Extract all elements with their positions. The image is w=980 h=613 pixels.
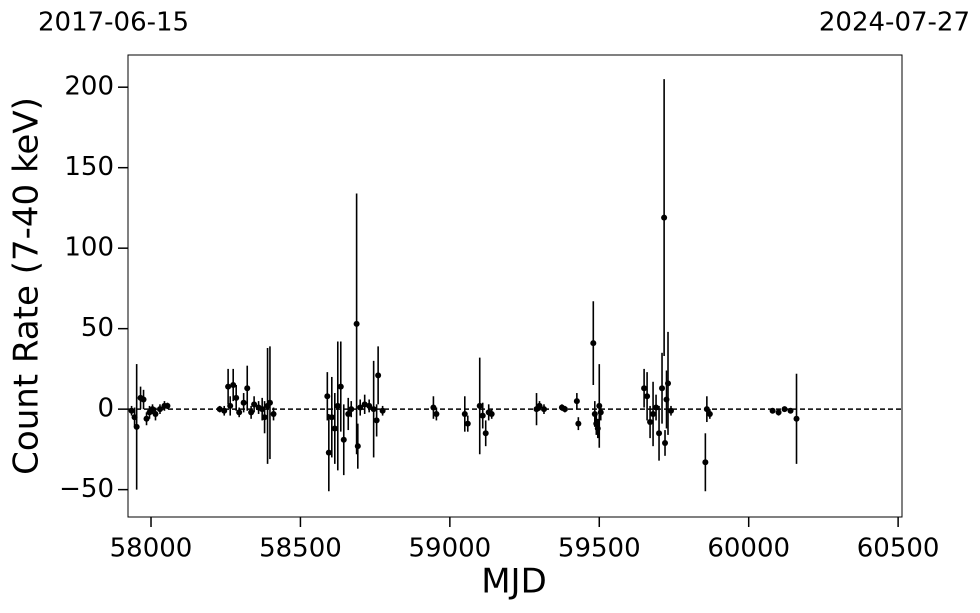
y-tick-label: 0 — [97, 394, 114, 424]
data-point — [667, 407, 674, 414]
data-point — [370, 406, 377, 413]
data-point — [149, 406, 156, 413]
data-point — [706, 410, 713, 417]
data-point — [464, 420, 471, 427]
data-point — [354, 443, 361, 450]
data-point — [340, 436, 347, 443]
data-point — [433, 410, 440, 417]
data-point — [430, 404, 437, 411]
data-point — [348, 406, 355, 413]
data-point — [337, 383, 344, 390]
data-point — [461, 410, 468, 417]
data-point — [259, 406, 266, 413]
data-point — [357, 404, 364, 411]
data-point — [775, 409, 782, 416]
data-point — [366, 402, 373, 409]
y-tick-label: 200 — [64, 72, 114, 102]
data-point — [248, 409, 255, 416]
data-point — [225, 383, 232, 390]
x-tick-label: 58000 — [110, 534, 193, 564]
data-point — [240, 399, 247, 406]
y-tick-label: 100 — [64, 233, 114, 263]
data-point — [375, 372, 382, 379]
data-point — [590, 340, 597, 347]
x-tick-label: 59000 — [408, 534, 491, 564]
x-axis-label: MJD — [481, 562, 547, 602]
data-point — [662, 439, 669, 446]
data-point — [353, 320, 360, 327]
data-point — [143, 415, 150, 422]
data-point — [561, 406, 568, 413]
data-point — [650, 410, 657, 417]
annotation: 2024-07-27 — [819, 8, 970, 38]
data-point — [373, 417, 380, 424]
data-point — [653, 404, 660, 411]
data-point — [644, 393, 651, 400]
data-point — [236, 409, 243, 416]
data-point — [230, 382, 237, 388]
data-point — [164, 402, 171, 409]
y-axis-label: Count Rate (7-40 keV) — [7, 97, 47, 475]
plot-frame — [127, 54, 903, 518]
data-point — [769, 407, 776, 414]
data-point — [656, 430, 663, 437]
data-point — [334, 402, 341, 409]
data-point — [573, 398, 580, 405]
data-point — [647, 419, 654, 426]
data-point — [482, 430, 489, 437]
data-point — [233, 394, 240, 401]
data-point — [325, 449, 332, 456]
data-point — [575, 420, 582, 427]
data-point — [331, 425, 338, 432]
data-point — [793, 415, 800, 422]
data-point — [661, 214, 668, 221]
y-tick-label: 150 — [64, 152, 114, 182]
x-tick-label: 60500 — [857, 534, 940, 564]
data-point — [221, 407, 228, 414]
data-point — [476, 402, 483, 409]
data-point — [156, 406, 163, 413]
data-point — [261, 414, 268, 421]
data-point — [270, 410, 277, 417]
data-point — [641, 385, 648, 392]
data-point — [787, 407, 794, 414]
y-tick-label: 50 — [81, 313, 114, 343]
data-point — [479, 412, 486, 419]
x-tick-label: 60000 — [707, 534, 790, 564]
data-point — [133, 423, 140, 430]
data-point — [266, 399, 273, 406]
data-point — [702, 459, 709, 466]
data-point — [665, 380, 672, 387]
x-tick-label: 59500 — [558, 534, 641, 564]
x-tick-label: 58500 — [259, 534, 342, 564]
data-point — [659, 385, 666, 392]
data-point — [227, 402, 234, 409]
data-point — [345, 410, 352, 417]
data-point — [140, 396, 147, 403]
data-point — [781, 406, 788, 413]
data-point — [536, 402, 543, 409]
data-point — [328, 414, 335, 421]
y-tick-label: −50 — [59, 474, 114, 504]
data-point — [703, 406, 710, 413]
data-point — [152, 410, 159, 417]
data-point — [597, 409, 604, 416]
annotation: 2017-06-15 — [38, 8, 189, 38]
data-point — [540, 406, 547, 413]
data-point — [128, 407, 135, 414]
data-point — [324, 393, 331, 400]
data-point — [379, 407, 386, 414]
data-point — [251, 401, 258, 408]
data-point — [488, 410, 495, 417]
data-point — [244, 385, 251, 392]
